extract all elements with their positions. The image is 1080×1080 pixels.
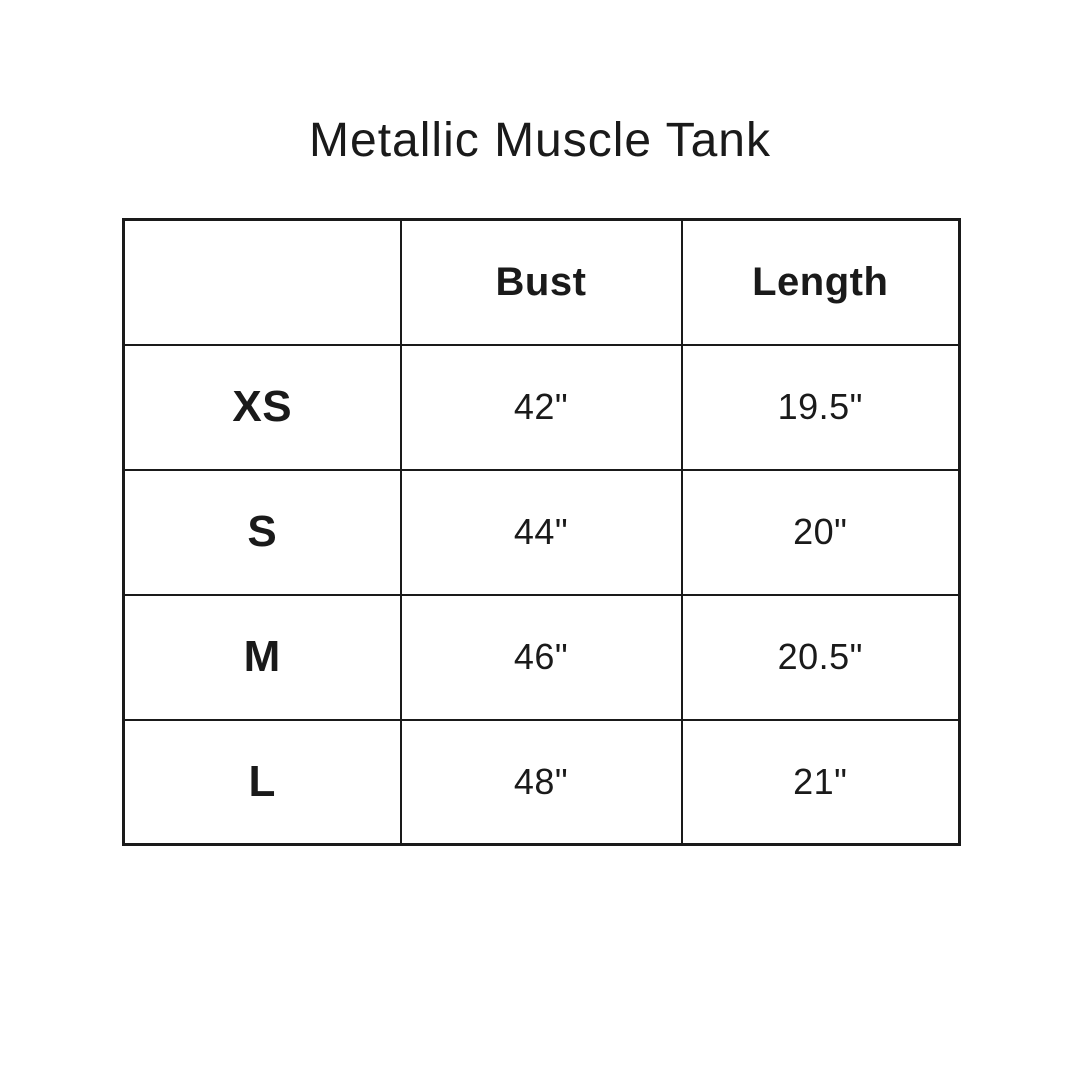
size-label-s: S: [122, 468, 402, 596]
bust-value-s: 44": [399, 468, 683, 596]
table-row-l: L 48" 21": [122, 718, 961, 846]
page-title: Metallic Muscle Tank: [309, 114, 771, 167]
corner-header-cell: [122, 218, 402, 346]
length-value-s: 20": [680, 468, 961, 596]
table-row-s: S 44" 20": [122, 468, 961, 596]
size-label-xs: XS: [122, 343, 402, 471]
table-row-xs: XS 42" 19.5": [122, 343, 961, 471]
table-row-m: M 46" 20.5": [122, 593, 961, 721]
length-column-header: Length: [680, 218, 961, 346]
table-header-row: Bust Length: [122, 218, 961, 346]
bust-value-l: 48": [399, 718, 683, 846]
length-value-xs: 19.5": [680, 343, 961, 471]
size-chart-table: Bust Length XS 42" 19.5" S 44" 20" M 46"…: [122, 218, 961, 846]
bust-column-header: Bust: [399, 218, 683, 346]
size-label-l: L: [122, 718, 402, 846]
length-value-m: 20.5": [680, 593, 961, 721]
size-label-m: M: [122, 593, 402, 721]
bust-value-m: 46": [399, 593, 683, 721]
bust-value-xs: 42": [399, 343, 683, 471]
length-value-l: 21": [680, 718, 961, 846]
